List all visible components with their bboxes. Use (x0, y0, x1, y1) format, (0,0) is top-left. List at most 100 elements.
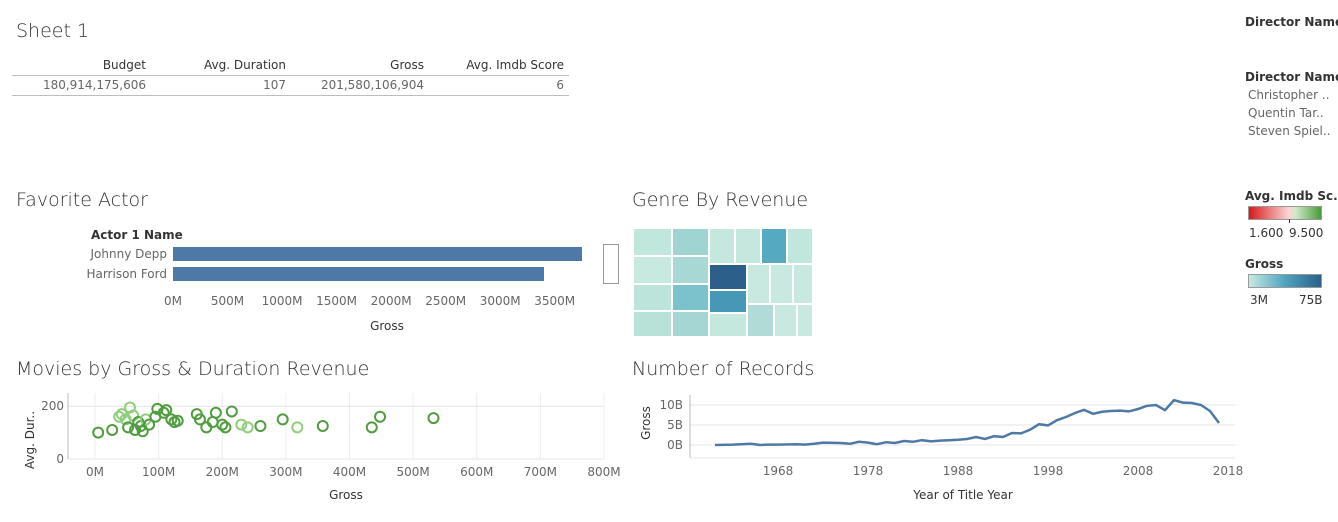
line-grid (689, 395, 1235, 459)
legend-imdb-gradient (1248, 206, 1322, 220)
scatter-x-tick: 0M (86, 465, 104, 479)
legend-gross-gradient (1248, 274, 1322, 288)
genre-tile[interactable] (709, 264, 747, 290)
col-header-budget: Budget (102, 58, 146, 72)
scatter-point[interactable] (235, 418, 248, 431)
genre-tile[interactable] (672, 228, 709, 256)
scatter-x-tick: 600M (460, 465, 493, 479)
genre-tile[interactable] (747, 304, 774, 337)
cell-gross: 201,580,106,904 (320, 78, 424, 92)
genre-tile[interactable] (793, 264, 813, 304)
line-x-tick: 1998 (1033, 464, 1064, 478)
actor-x-tick: 2000M (370, 294, 412, 308)
scatter-point[interactable] (160, 404, 173, 417)
actor-x-title: Gross (370, 319, 404, 333)
scatter-points (92, 401, 440, 439)
scatter-point[interactable] (193, 413, 206, 426)
cell-avg-imdb: 6 (556, 78, 564, 92)
scatter-x-tick: 300M (269, 465, 302, 479)
scatter-point[interactable] (92, 426, 105, 439)
scatter-x-tick: 400M (333, 465, 366, 479)
genre-tile[interactable] (672, 256, 709, 284)
actor-x-tick: 1500M (316, 294, 358, 308)
genre-tile[interactable] (633, 256, 672, 284)
actor-bar-area (173, 240, 603, 290)
scatter-point[interactable] (374, 410, 387, 423)
director-item-3[interactable]: Steven Spiel.. (1248, 124, 1331, 138)
genre-tile[interactable] (770, 264, 793, 304)
scatter-point[interactable] (225, 405, 238, 418)
genre-tile[interactable] (735, 228, 761, 264)
scatter-point[interactable] (316, 420, 329, 432)
genre-tile[interactable] (747, 264, 770, 304)
scatter-point[interactable] (143, 418, 156, 431)
scatter-point[interactable] (365, 421, 378, 434)
records-title: Number of Records (632, 358, 815, 380)
favorite-actor-title: Favorite Actor (16, 189, 148, 211)
genre-tile[interactable] (774, 304, 797, 337)
actor-row-header: Actor 1 Name (91, 228, 183, 242)
actor-x-tick: 0M (164, 294, 182, 308)
scatter-point[interactable] (276, 413, 289, 426)
line-x-tick: 2018 (1213, 464, 1244, 478)
genre-tile[interactable] (633, 228, 672, 256)
actor-label-johnny-depp: Johnny Depp (90, 247, 167, 261)
scatter-point[interactable] (106, 423, 119, 436)
records-line-chart: 1968 1978 1988 1998 2008 2018 0B 5B 10B Gross (639, 395, 1244, 478)
scatter-y-tick: 0 (56, 452, 64, 466)
scatter-x-tick: 800M (587, 465, 620, 479)
legend-imdb-marker (1289, 219, 1290, 223)
scatter-point[interactable] (216, 418, 229, 431)
cell-budget: 180,914,175,606 (42, 78, 146, 92)
scroll-handle[interactable] (603, 244, 619, 284)
records-y-title: Gross (639, 406, 653, 440)
scatter-point[interactable] (219, 421, 232, 434)
genre-tile[interactable] (709, 228, 735, 264)
scatter-point[interactable] (254, 420, 267, 432)
genre-tile[interactable] (709, 313, 747, 337)
actor-bar[interactable] (173, 267, 544, 281)
actor-x-tick: 3000M (479, 294, 521, 308)
scatter-point[interactable] (113, 410, 126, 423)
records-line (714, 398, 1220, 447)
genre-tile[interactable] (797, 304, 813, 337)
line-x-tick: 1978 (853, 464, 884, 478)
director-item-1[interactable]: Christopher .. (1248, 88, 1330, 102)
scatter-x-tick: 100M (142, 465, 175, 479)
director-list-header: Director Name (1245, 70, 1338, 84)
genre-tile[interactable] (672, 284, 709, 311)
scatter-point[interactable] (427, 412, 440, 425)
legend-gross-title: Gross (1245, 257, 1284, 271)
scatter-point[interactable] (165, 413, 178, 426)
scatter-point[interactable] (171, 414, 184, 427)
scatter-point[interactable] (291, 421, 304, 434)
line-x-tick: 2008 (1123, 464, 1154, 478)
director-filter-title: Director Name (1245, 15, 1338, 29)
director-item-2[interactable]: Quentin Tar.. (1248, 106, 1324, 120)
genre-tile[interactable] (761, 228, 787, 264)
genre-tile[interactable] (633, 311, 672, 337)
genre-tile[interactable] (787, 228, 813, 264)
scatter-y-tick: 200 (41, 399, 64, 413)
genre-tile[interactable] (709, 290, 747, 313)
line-y-tick: 0B (667, 438, 683, 452)
scatter-x-title: Gross (329, 488, 363, 502)
line-x-tick: 1988 (943, 464, 974, 478)
actor-x-tick: 1000M (261, 294, 303, 308)
actor-bar[interactable] (173, 247, 582, 261)
genre-tile[interactable] (672, 311, 709, 337)
scatter-point[interactable] (122, 421, 135, 434)
col-header-avg-duration: Avg. Duration (204, 58, 286, 72)
scatter-point[interactable] (157, 406, 170, 419)
genre-tile[interactable] (633, 284, 672, 311)
scatter-point[interactable] (241, 421, 254, 434)
scatter-y-title: Avg. Dur.. (23, 411, 37, 469)
genre-treemap (633, 228, 813, 337)
sheet1-title: Sheet 1 (16, 20, 90, 42)
legend-imdb-title: Avg. Imdb Sc.. (1245, 189, 1338, 203)
scatter-point[interactable] (136, 425, 149, 438)
legend-imdb-max: 9.500 (1289, 226, 1324, 240)
scatter-point[interactable] (200, 421, 213, 434)
legend-gross-min: 3M (1250, 293, 1268, 307)
scatter-point[interactable] (209, 406, 222, 419)
